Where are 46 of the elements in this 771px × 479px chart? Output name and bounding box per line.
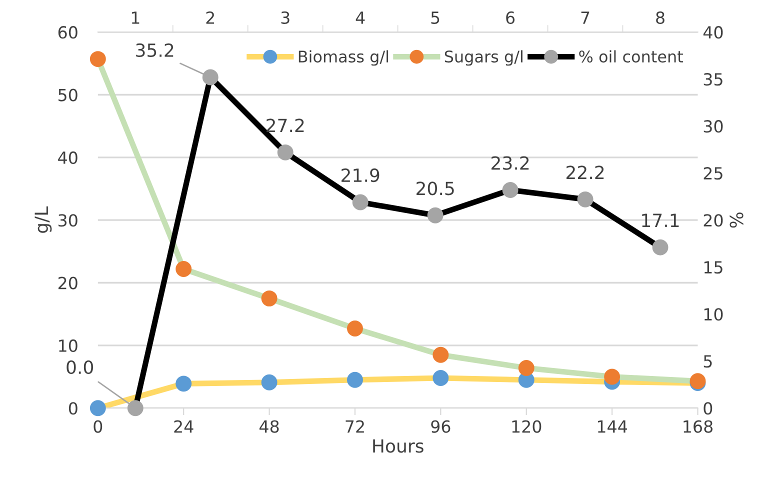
y-tick-label: 0 bbox=[68, 402, 78, 415]
y-tick-label: 40 bbox=[58, 151, 78, 164]
x-tick-label: 168 bbox=[684, 420, 713, 433]
y2-tick-label: 35 bbox=[704, 73, 722, 86]
y2-tick-label: 20 bbox=[704, 214, 723, 227]
y-tick-label: 30 bbox=[58, 214, 78, 227]
x2-tick-label: 7 bbox=[581, 12, 590, 24]
x-tick-label: 0 bbox=[94, 420, 102, 433]
data-label: 22.2 bbox=[566, 166, 604, 179]
x-tick-label: 72 bbox=[346, 420, 364, 433]
y-axis-title: g/L bbox=[34, 206, 52, 233]
data-label: 21.9 bbox=[342, 168, 380, 182]
data-label: 35.2 bbox=[136, 43, 174, 58]
x-tick-label: 96 bbox=[431, 420, 450, 433]
y2-axis-title: % bbox=[730, 212, 744, 228]
data-label: 0.0 bbox=[66, 360, 94, 374]
y-tick-label: 50 bbox=[58, 88, 78, 102]
y2-tick-label: 5 bbox=[704, 355, 712, 368]
legend-label: % oil content bbox=[579, 50, 683, 63]
x2-tick-label: 6 bbox=[506, 11, 515, 24]
data-label: 23.2 bbox=[492, 156, 529, 170]
data-label: 17.1 bbox=[642, 214, 679, 227]
legend-label: Sugars g/l bbox=[444, 50, 522, 66]
y-tick-label: 60 bbox=[58, 26, 78, 39]
x2-tick-label: 5 bbox=[431, 12, 440, 24]
x2-tick-label: 4 bbox=[356, 12, 365, 24]
x-tick-label: 120 bbox=[512, 420, 542, 433]
x2-tick-label: 3 bbox=[281, 11, 290, 24]
x-axis-title: Hours bbox=[373, 439, 424, 453]
x2-tick-label: 2 bbox=[206, 11, 214, 24]
y2-tick-label: 15 bbox=[704, 261, 722, 274]
y2-tick-label: 30 bbox=[704, 120, 723, 133]
x-tick-label: 144 bbox=[598, 420, 628, 433]
y2-tick-label: 40 bbox=[703, 26, 723, 39]
x-tick-label: 48 bbox=[260, 420, 279, 433]
x2-tick-label: 1 bbox=[132, 12, 140, 24]
y-tick-label: 20 bbox=[58, 276, 78, 290]
legend-label: Biomass g/l bbox=[298, 50, 388, 66]
x-tick-label: 24 bbox=[174, 420, 194, 433]
data-label: 20.5 bbox=[416, 182, 454, 196]
y2-tick-label: 10 bbox=[704, 308, 723, 321]
y2-tick-label: 0 bbox=[704, 402, 712, 415]
y-tick-label: 10 bbox=[59, 339, 78, 352]
data-label: 27.2 bbox=[266, 118, 304, 132]
x2-tick-label: 8 bbox=[656, 11, 664, 24]
y2-tick-label: 25 bbox=[704, 167, 722, 180]
